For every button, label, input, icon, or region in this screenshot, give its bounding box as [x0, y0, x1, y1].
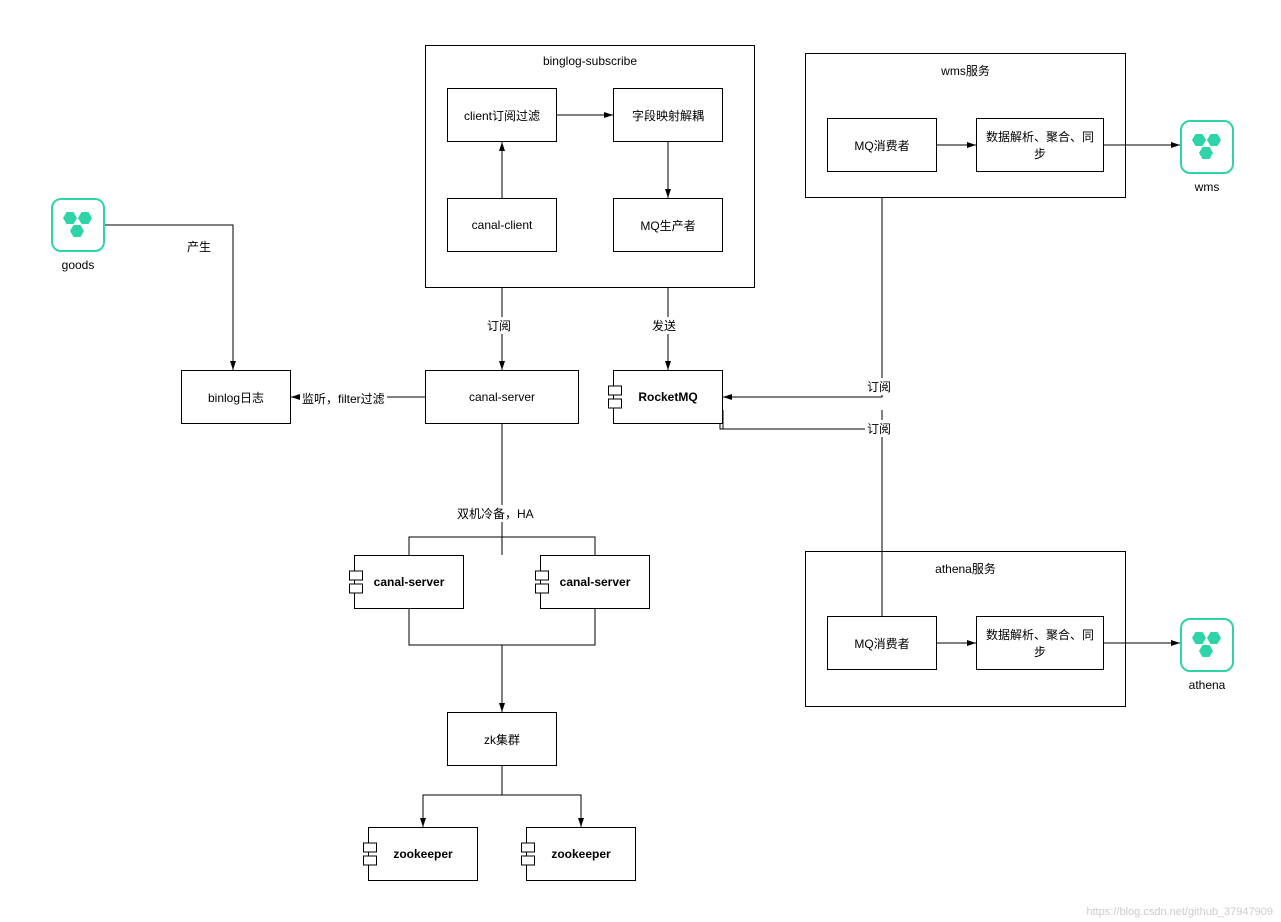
athena-service-title: athena服务	[806, 560, 1125, 577]
edge-label-ha: 双机冷备，HA	[455, 505, 536, 522]
mq-consumer-wms-node: MQ消费者	[827, 118, 937, 172]
zookeeper-right-text: zookeeper	[551, 847, 610, 861]
goods-label: goods	[51, 258, 105, 272]
zookeeper-left-text: zookeeper	[393, 847, 452, 861]
data-sync-athena-node: 数据解析、聚合、同步	[976, 616, 1104, 670]
edge-label-listen: 监听，filter过滤	[300, 390, 387, 407]
canal-server-right-text: canal-server	[560, 575, 631, 589]
binlog-log-node: binlog日志	[181, 370, 291, 424]
edge-label-produce: 产生	[185, 238, 213, 255]
canal-server-left-text: canal-server	[374, 575, 445, 589]
mq-consumer-athena-node: MQ消费者	[827, 616, 937, 670]
athena-db-icon	[1180, 618, 1234, 672]
canal-server-left-node: canal-server	[354, 555, 464, 609]
mq-producer-node: MQ生产者	[613, 198, 723, 252]
zookeeper-right-node: zookeeper	[526, 827, 636, 881]
field-map-node: 字段映射解耦	[613, 88, 723, 142]
goods-db-icon	[51, 198, 105, 252]
edge-label-sub-athena: 订阅	[865, 420, 893, 437]
watermark: https://blog.csdn.net/github_37947909	[1086, 906, 1273, 918]
rocketmq-text: RocketMQ	[638, 390, 697, 404]
component-icon	[535, 568, 549, 597]
wms-db-icon	[1180, 120, 1234, 174]
canal-server-right-node: canal-server	[540, 555, 650, 609]
data-sync-wms-node: 数据解析、聚合、同步	[976, 118, 1104, 172]
wms-label: wms	[1180, 180, 1234, 194]
binglog-subscribe-title: binglog-subscribe	[426, 54, 754, 68]
component-icon	[349, 568, 363, 597]
edge-label-send: 发送	[650, 317, 678, 334]
component-icon	[608, 383, 622, 412]
canal-client-node: canal-client	[447, 198, 557, 252]
canal-server-node: canal-server	[425, 370, 579, 424]
wms-service-title: wms服务	[806, 62, 1125, 79]
zookeeper-left-node: zookeeper	[368, 827, 478, 881]
rocketmq-node: RocketMQ	[613, 370, 723, 424]
zk-cluster-node: zk集群	[447, 712, 557, 766]
component-icon	[521, 840, 535, 869]
edge-label-subscribe: 订阅	[485, 317, 513, 334]
edge-label-sub-wms: 订阅	[865, 378, 893, 395]
component-icon	[363, 840, 377, 869]
athena-label: athena	[1180, 678, 1234, 692]
client-filter-node: client订阅过滤	[447, 88, 557, 142]
